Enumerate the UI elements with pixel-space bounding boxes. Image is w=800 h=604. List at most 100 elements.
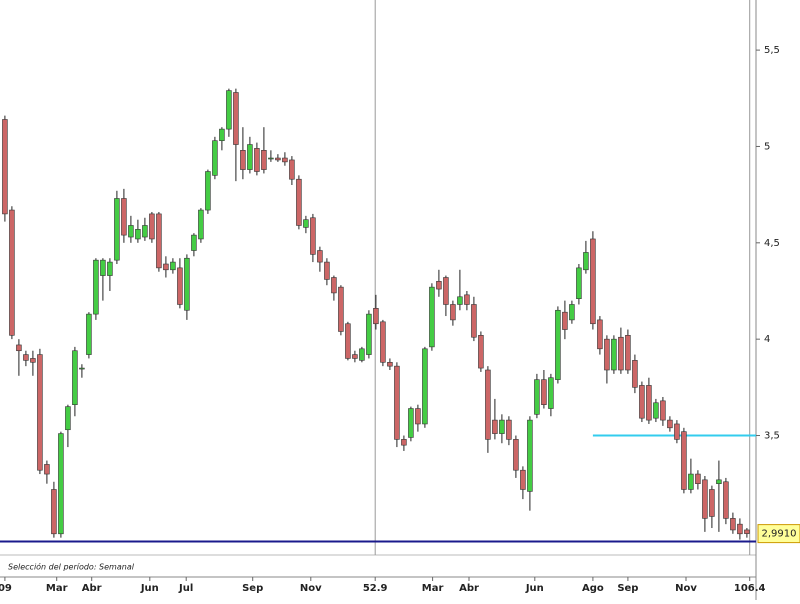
candle-body xyxy=(457,296,463,305)
candle-body xyxy=(156,213,162,269)
x-tick-label: Ago xyxy=(582,583,604,594)
candle-body xyxy=(142,225,148,238)
candle-body xyxy=(520,469,526,490)
y-tick-label: 5 xyxy=(764,141,770,152)
y-tick-label: 4,5 xyxy=(764,238,780,249)
candle-body xyxy=(646,385,652,421)
x-tick-label: Jun xyxy=(140,583,159,594)
x-tick-label: 106.4 xyxy=(734,583,766,594)
candle-body xyxy=(485,369,491,440)
candle-body xyxy=(79,367,85,370)
last-price-label: 2,9910 xyxy=(762,529,797,540)
candle-body xyxy=(625,335,631,371)
candle-body xyxy=(282,157,288,163)
candle-body xyxy=(177,267,183,305)
candle-body xyxy=(198,209,204,240)
candle-body xyxy=(219,128,225,141)
candle-body xyxy=(534,379,540,415)
candle-body xyxy=(639,385,645,419)
candle-body xyxy=(303,219,309,228)
candle-body xyxy=(548,377,554,409)
candle-body xyxy=(674,423,680,440)
last-price-box xyxy=(757,524,800,544)
x-tick-label: Mar xyxy=(46,583,68,594)
candle-body xyxy=(597,319,603,350)
x-tick-label: Abr xyxy=(82,583,102,594)
candle-body xyxy=(16,344,22,352)
candle-body xyxy=(212,140,218,176)
candle-body xyxy=(394,365,400,440)
candle-body xyxy=(23,354,29,361)
candle-body xyxy=(345,323,351,359)
candle-body xyxy=(723,481,729,519)
candle-body xyxy=(709,489,715,517)
candle-body xyxy=(632,360,638,388)
candle-body xyxy=(184,257,190,311)
candle-body xyxy=(401,439,407,446)
candle-body xyxy=(513,439,519,471)
candle-body xyxy=(716,479,722,484)
candle-body xyxy=(744,529,750,534)
candle-body xyxy=(93,259,99,315)
y-tick-label: 5,5 xyxy=(764,45,780,56)
candle-body xyxy=(135,229,141,240)
candle-body xyxy=(408,408,414,438)
candle-body xyxy=(555,309,561,380)
candle-body xyxy=(128,225,134,238)
candle-body xyxy=(268,157,274,160)
x-tick-label: Nov xyxy=(675,583,697,594)
candle-body xyxy=(121,198,127,236)
x-tick-label: Nov xyxy=(300,583,322,594)
candle-body xyxy=(2,119,8,215)
candle-body xyxy=(590,238,596,325)
candle-body xyxy=(65,406,71,431)
x-tick-label: Sep xyxy=(242,583,263,594)
candle-body xyxy=(387,361,393,367)
candle-body xyxy=(30,358,36,363)
candle-body xyxy=(618,336,624,371)
y-tick-label: 3,5 xyxy=(764,431,780,442)
candle-body xyxy=(58,433,64,535)
candle-body xyxy=(541,379,547,405)
candle-body xyxy=(72,350,78,405)
candle-body xyxy=(695,473,701,484)
candle-body xyxy=(114,198,120,261)
candle-body xyxy=(338,286,344,332)
candle-body xyxy=(191,234,197,251)
candle-body xyxy=(331,277,337,294)
x-tick-label: Sep xyxy=(617,583,638,594)
y-tick-label: 4 xyxy=(764,334,770,345)
x-tick-label: Mar xyxy=(422,583,444,594)
candle-body xyxy=(163,263,169,271)
candle-body xyxy=(373,308,379,325)
candle-body xyxy=(506,419,512,440)
x-tick-label: Jul xyxy=(178,583,193,594)
candle-body xyxy=(604,338,610,371)
x-tick-label: Jun xyxy=(525,583,544,594)
candle-body xyxy=(653,402,659,419)
candle-body xyxy=(464,294,470,305)
candle-body xyxy=(289,159,295,180)
x-tick-label: 52.9 xyxy=(363,583,388,594)
candle-body xyxy=(583,252,589,271)
candle-body xyxy=(9,209,15,336)
candle-body xyxy=(254,148,260,172)
candle-body xyxy=(443,277,449,305)
candle-body xyxy=(324,261,330,280)
x-tick-label: 09 xyxy=(0,583,12,594)
candle-body xyxy=(317,250,323,263)
candle-body xyxy=(436,281,442,290)
candle-body xyxy=(366,313,372,355)
candle-body xyxy=(527,419,533,492)
candle-body xyxy=(240,150,246,170)
candle-body xyxy=(44,464,50,475)
candle-body xyxy=(247,144,253,170)
candle-body xyxy=(667,419,673,429)
candle-body xyxy=(737,523,743,535)
candle-body xyxy=(352,354,358,359)
candle-body xyxy=(275,157,281,161)
candle-body xyxy=(107,261,113,276)
candle-body xyxy=(205,171,211,211)
